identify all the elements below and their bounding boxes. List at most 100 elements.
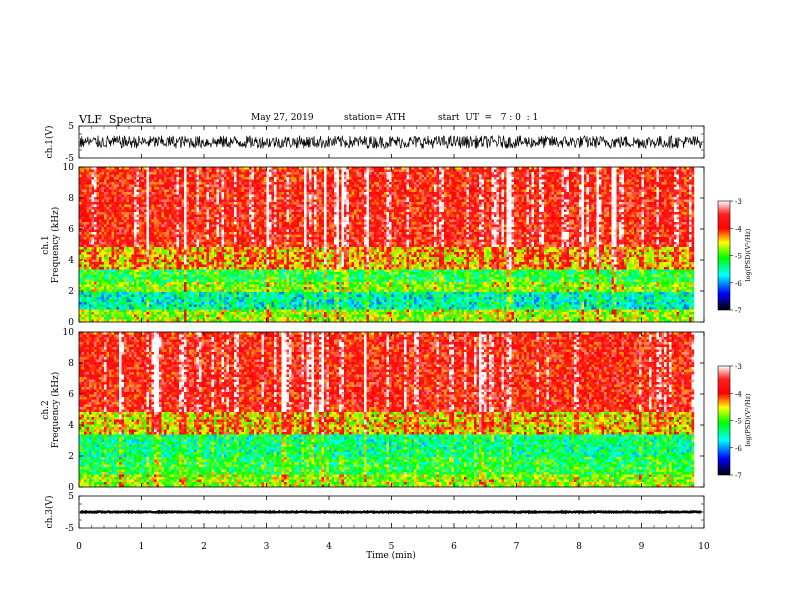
ch1-spectrogram-cell [132, 182, 135, 185]
ch1-spectrogram-cell [212, 227, 215, 230]
ch1-spectrogram-cell [124, 272, 127, 275]
ch1-spectrogram-cell [187, 310, 190, 313]
ch1-spectrogram-cell [222, 255, 225, 258]
ch1-spectrogram-cell [174, 297, 177, 300]
ch1-spectrogram-cell [94, 167, 97, 170]
ch1-spectrogram-cell [269, 282, 272, 285]
ch1-spectrogram-cell [182, 285, 185, 288]
ch1-spectrogram-cell [219, 277, 222, 280]
ch1-spectrogram-cell [207, 175, 210, 178]
ch1-spectrogram-cell [117, 245, 120, 248]
ch1-spectrogram-cell [222, 202, 225, 205]
ch1-spectrogram-cell [127, 220, 130, 223]
ch1-spectrogram-cell [79, 312, 82, 315]
ch1-spectrogram-cell [84, 305, 87, 308]
ch1-spectrogram-cell [239, 257, 242, 260]
ch1-spectrogram-cell [269, 200, 272, 203]
ch1-spectrogram-cell [272, 222, 275, 225]
ch1-spectrogram-cell [144, 177, 147, 180]
ch1-spectrogram-cell [144, 185, 147, 188]
ch1-spectrogram-cell [262, 190, 265, 193]
ch1-spectrogram-cell [174, 300, 177, 303]
ch1-spectrogram-cell [237, 287, 240, 290]
ch1-spectrogram-cell [84, 245, 87, 248]
ch1-spectrogram-cell [192, 265, 195, 268]
ch1-spectrogram-cell [184, 317, 187, 320]
ch1-spectrogram-cell [219, 205, 222, 208]
ch1-spectrogram-cell [79, 212, 82, 215]
ch1-spectrogram-cell [224, 182, 227, 185]
ch1-spectrogram-cell [249, 250, 252, 253]
ch1-spectrogram-cell [214, 190, 217, 193]
ch1-spectrogram-cell [212, 302, 215, 305]
ch1-spectrogram-cell [114, 272, 117, 275]
ch1-spectrogram-cell [87, 205, 90, 208]
ch1-spectrogram-cell [79, 307, 82, 310]
ch1-spectrogram-cell [82, 257, 85, 260]
ch1-spectrogram-cell [174, 242, 177, 245]
ch1-spectrogram-cell [104, 297, 107, 300]
ch1-spectrogram-cell [167, 170, 170, 173]
ch1-spectrogram-cell [177, 200, 180, 203]
ch1-spectrogram-cell [184, 182, 187, 185]
ch1-spectrogram-cell [272, 210, 275, 213]
ch1-spectrogram-cell [209, 207, 212, 210]
ch1-spectrogram-cell [157, 265, 160, 268]
ch1-spectrogram-cell [234, 227, 237, 230]
ch1-spectrogram-cell [244, 232, 247, 235]
ch1-spectrogram-cell [232, 242, 235, 245]
ch1-spectrogram-cell [97, 252, 100, 255]
ch1-spectrogram-cell [109, 290, 112, 293]
ch1-spectrogram-cell [197, 267, 200, 270]
ch1-spectrogram-cell [182, 167, 185, 170]
ch1-spectrogram-cell [267, 280, 270, 283]
ch1-spectrogram-cell [254, 255, 257, 258]
ch1-spectrogram-cell [222, 170, 225, 173]
ch1-spectrogram-cell [224, 212, 227, 215]
ch1-spectrogram-cell [147, 217, 150, 220]
ch1-spectrogram-cell [122, 187, 125, 190]
ch1-spectrogram-cell [237, 297, 240, 300]
ch1-spectrogram-cell [267, 215, 270, 218]
ch1-spectrogram-cell [132, 317, 135, 320]
ch1-spectrogram-cell [242, 180, 245, 183]
ch1-spectrogram-cell [179, 290, 182, 293]
ch1-spectrogram-cell [132, 287, 135, 290]
ch1-spectrogram-cell [107, 170, 110, 173]
ch1-spectrogram-cell [232, 317, 235, 320]
ch1-spectrogram-cell [254, 192, 257, 195]
ch1-spectrogram-cell [152, 282, 155, 285]
ch1-spectrogram-cell [109, 207, 112, 210]
ch1-spectrogram-cell [252, 177, 255, 180]
ch1-spectrogram-cell [154, 315, 157, 318]
ch1-spectrogram-cell [222, 225, 225, 228]
ch1-spectrogram-cell [147, 232, 150, 235]
ch1-spectrogram-cell [104, 180, 107, 183]
ch1-spectrogram-cell [259, 225, 262, 228]
ch1-spectrogram-cell [144, 292, 147, 295]
ch1-spectrogram-cell [249, 270, 252, 273]
ch1-spectrogram-cell [147, 175, 150, 178]
ch1-spectrogram-cell [174, 262, 177, 265]
ch1-spectrogram-cell [79, 297, 82, 300]
ch1-spectrogram-cell [219, 202, 222, 205]
ch1-spectrogram-cell [197, 212, 200, 215]
ch1-spectrogram-cell [157, 272, 160, 275]
ch1-spectrogram-cell [272, 315, 275, 318]
ch1-spectrogram-cell [242, 215, 245, 218]
ch1-spectrogram-cell [232, 252, 235, 255]
ch1-spectrogram-cell [114, 180, 117, 183]
ch1-spectrogram-cell [157, 237, 160, 240]
ch1-spectrogram-cell [262, 257, 265, 260]
ch1-spectrogram-cell [84, 167, 87, 170]
ch1-spectrogram-cell [272, 175, 275, 178]
ch1-spectrogram-cell [109, 242, 112, 245]
ch1-spectrogram-cell [132, 247, 135, 250]
ch1-spectrogram-cell [232, 190, 235, 193]
ch1-spectrogram-cell [222, 252, 225, 255]
ch1-spectrogram-cell [97, 297, 100, 300]
ch1-spectrogram-cell [122, 180, 125, 183]
ch1-spectrogram-cell [214, 235, 217, 238]
ch1-spectrogram-cell [97, 210, 100, 213]
ch1-spectrogram-cell [172, 207, 175, 210]
